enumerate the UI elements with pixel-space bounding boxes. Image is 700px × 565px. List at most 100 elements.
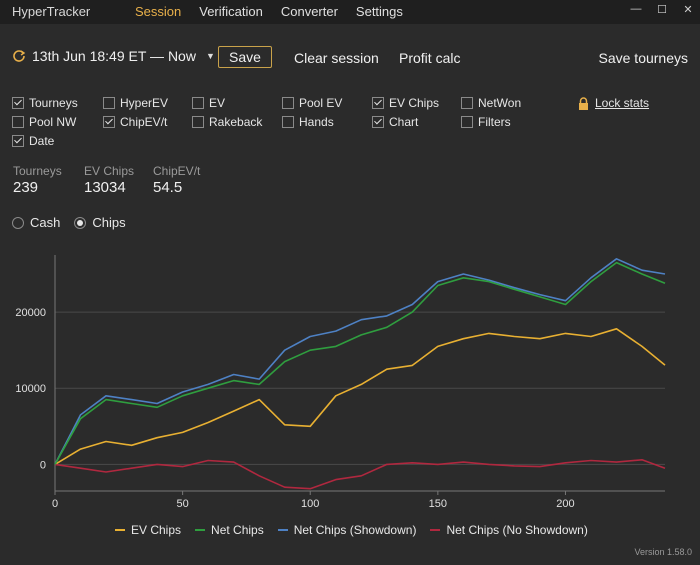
stat-value: 13034 <box>84 179 126 196</box>
legend-label: Net Chips (No Showdown) <box>446 523 588 537</box>
window-controls: — ☐ ✕ <box>630 3 694 16</box>
refresh-icon[interactable] <box>12 49 26 63</box>
checkbox-label: NetWon <box>478 96 522 110</box>
legend-label: Net Chips <box>211 523 264 537</box>
minimize-icon[interactable]: — <box>630 3 642 15</box>
checkbox-box <box>372 116 384 128</box>
checkbox-hands[interactable]: Hands <box>282 115 334 129</box>
checkbox-box <box>12 116 24 128</box>
save-button[interactable]: Save <box>218 46 272 68</box>
date-range-text: 13th Jun 18:49 ET — Now <box>32 48 196 64</box>
checkbox-chipev-t[interactable]: ChipEV/t <box>103 115 167 129</box>
radio-label: Chips <box>92 215 126 230</box>
mode-selector: Cash Chips <box>12 215 126 230</box>
checkbox-label: Date <box>29 134 55 148</box>
x-tick-label: 50 <box>176 498 188 510</box>
checkbox-netwon[interactable]: NetWon <box>461 96 521 110</box>
title-bar: HyperTracker Session Verification Conver… <box>0 0 700 24</box>
menu-settings[interactable]: Settings <box>355 4 403 19</box>
series-net-chips <box>54 261 666 465</box>
checkbox-box <box>12 135 24 147</box>
legend-swatch <box>115 529 125 531</box>
menu-converter[interactable]: Converter <box>280 4 338 19</box>
checkbox-pool-ev[interactable]: Pool EV <box>282 96 342 110</box>
checkbox-label: Filters <box>478 115 511 129</box>
y-tick-label: 10000 <box>15 383 46 395</box>
series-net-chips-showdown <box>54 258 666 465</box>
stat-tourneys: Tourneys 239 <box>13 164 62 196</box>
lock-icon <box>579 96 588 110</box>
clear-session-button[interactable]: Clear session <box>294 50 379 66</box>
checkbox-label: Tourneys <box>29 96 78 110</box>
series-ev-chips <box>54 328 666 466</box>
checkbox-label: ChipEV/t <box>120 115 168 129</box>
chevron-down-icon: ▼ <box>205 51 215 61</box>
stat-filters: Tourneys HyperEV EV Pool EV EV Chips Net… <box>12 96 692 156</box>
session-toolbar: 13th Jun 18:49 ET — Now ▼ Save Clear ses… <box>12 46 688 70</box>
checkbox-box <box>461 116 473 128</box>
date-range-selector[interactable]: 13th Jun 18:49 ET — Now ▼ <box>12 48 215 64</box>
checkbox-filters[interactable]: Filters <box>461 115 511 129</box>
x-tick-label: 150 <box>429 498 447 510</box>
checkbox-label: Hands <box>299 115 334 129</box>
radio-label: Cash <box>30 215 61 230</box>
checkbox-hyperev[interactable]: HyperEV <box>103 96 168 110</box>
checkbox-date[interactable]: Date <box>12 134 54 148</box>
radio-dot <box>12 216 24 229</box>
maximize-icon[interactable]: ☐ <box>657 4 667 16</box>
checkbox-box <box>192 116 204 128</box>
checkbox-rakeback[interactable]: Rakeback <box>192 115 262 129</box>
checkbox-box <box>282 116 294 128</box>
checkbox-pool-nw[interactable]: Pool NW <box>12 115 76 129</box>
legend-ev-chips[interactable]: EV Chips <box>115 523 181 537</box>
app-title: HyperTracker <box>12 4 91 19</box>
checkbox-box <box>192 97 204 109</box>
checkbox-box <box>282 97 294 109</box>
stat-value: 54.5 <box>153 179 183 196</box>
checkbox-chart[interactable]: Chart <box>372 115 418 129</box>
menu-session[interactable]: Session <box>135 4 182 19</box>
lock-stats-toggle[interactable]: Lock stats <box>578 96 649 110</box>
x-tick-label: 200 <box>556 498 574 510</box>
checkbox-box <box>103 97 115 109</box>
profit-calc-button[interactable]: Profit calc <box>399 50 461 66</box>
stat-chipev-t: ChipEV/t 54.5 <box>153 164 200 196</box>
chart-legend: EV Chips Net Chips Net Chips (Showdown) … <box>115 523 588 537</box>
checkbox-box <box>461 97 473 109</box>
checkbox-label: Pool NW <box>29 115 77 129</box>
checkbox-label: HyperEV <box>120 96 169 110</box>
radio-cash[interactable]: Cash <box>12 215 60 230</box>
stat-ev-chips: EV Chips 13034 <box>84 164 134 196</box>
save-tourneys-button[interactable]: Save tourneys <box>598 50 689 66</box>
checkbox-label: Pool EV <box>299 96 343 110</box>
main-menu: Session Verification Converter Settings <box>135 4 403 19</box>
checkbox-ev[interactable]: EV <box>192 96 225 110</box>
checkbox-box <box>12 97 24 109</box>
checkbox-tourneys[interactable]: Tourneys <box>12 96 78 110</box>
checkbox-label: Chart <box>389 115 419 129</box>
session-chart: 0 10000 20000 0 50 100 150 200 <box>15 255 666 510</box>
legend-label: EV Chips <box>131 523 182 537</box>
lock-stats-label: Lock stats <box>595 96 650 110</box>
legend-swatch <box>277 529 288 531</box>
stat-label: EV Chips <box>84 164 135 178</box>
checkbox-box <box>103 116 115 128</box>
y-tick-label: 20000 <box>15 307 46 319</box>
close-icon[interactable]: ✕ <box>683 4 693 16</box>
legend-net-chips[interactable]: Net Chips <box>195 523 264 537</box>
x-tick-label: 100 <box>301 498 319 510</box>
checkbox-label: EV Chips <box>389 96 440 110</box>
legend-net-chips-showdown[interactable]: Net Chips (Showdown) <box>277 523 416 537</box>
legend-swatch <box>430 529 441 531</box>
series-net-chips-no-showdown <box>54 459 666 490</box>
checkbox-label: EV <box>209 96 226 110</box>
legend-net-chips-no-showdown[interactable]: Net Chips (No Showdown) <box>430 523 588 537</box>
menu-verification[interactable]: Verification <box>199 4 263 19</box>
checkbox-box <box>372 97 384 109</box>
checkbox-label: Rakeback <box>209 115 263 129</box>
radio-dot <box>74 216 87 229</box>
version-label: Version 1.58.0 <box>634 547 692 557</box>
radio-chips[interactable]: Chips <box>74 215 126 230</box>
checkbox-ev-chips[interactable]: EV Chips <box>372 96 439 110</box>
y-tick-label: 0 <box>40 459 46 471</box>
